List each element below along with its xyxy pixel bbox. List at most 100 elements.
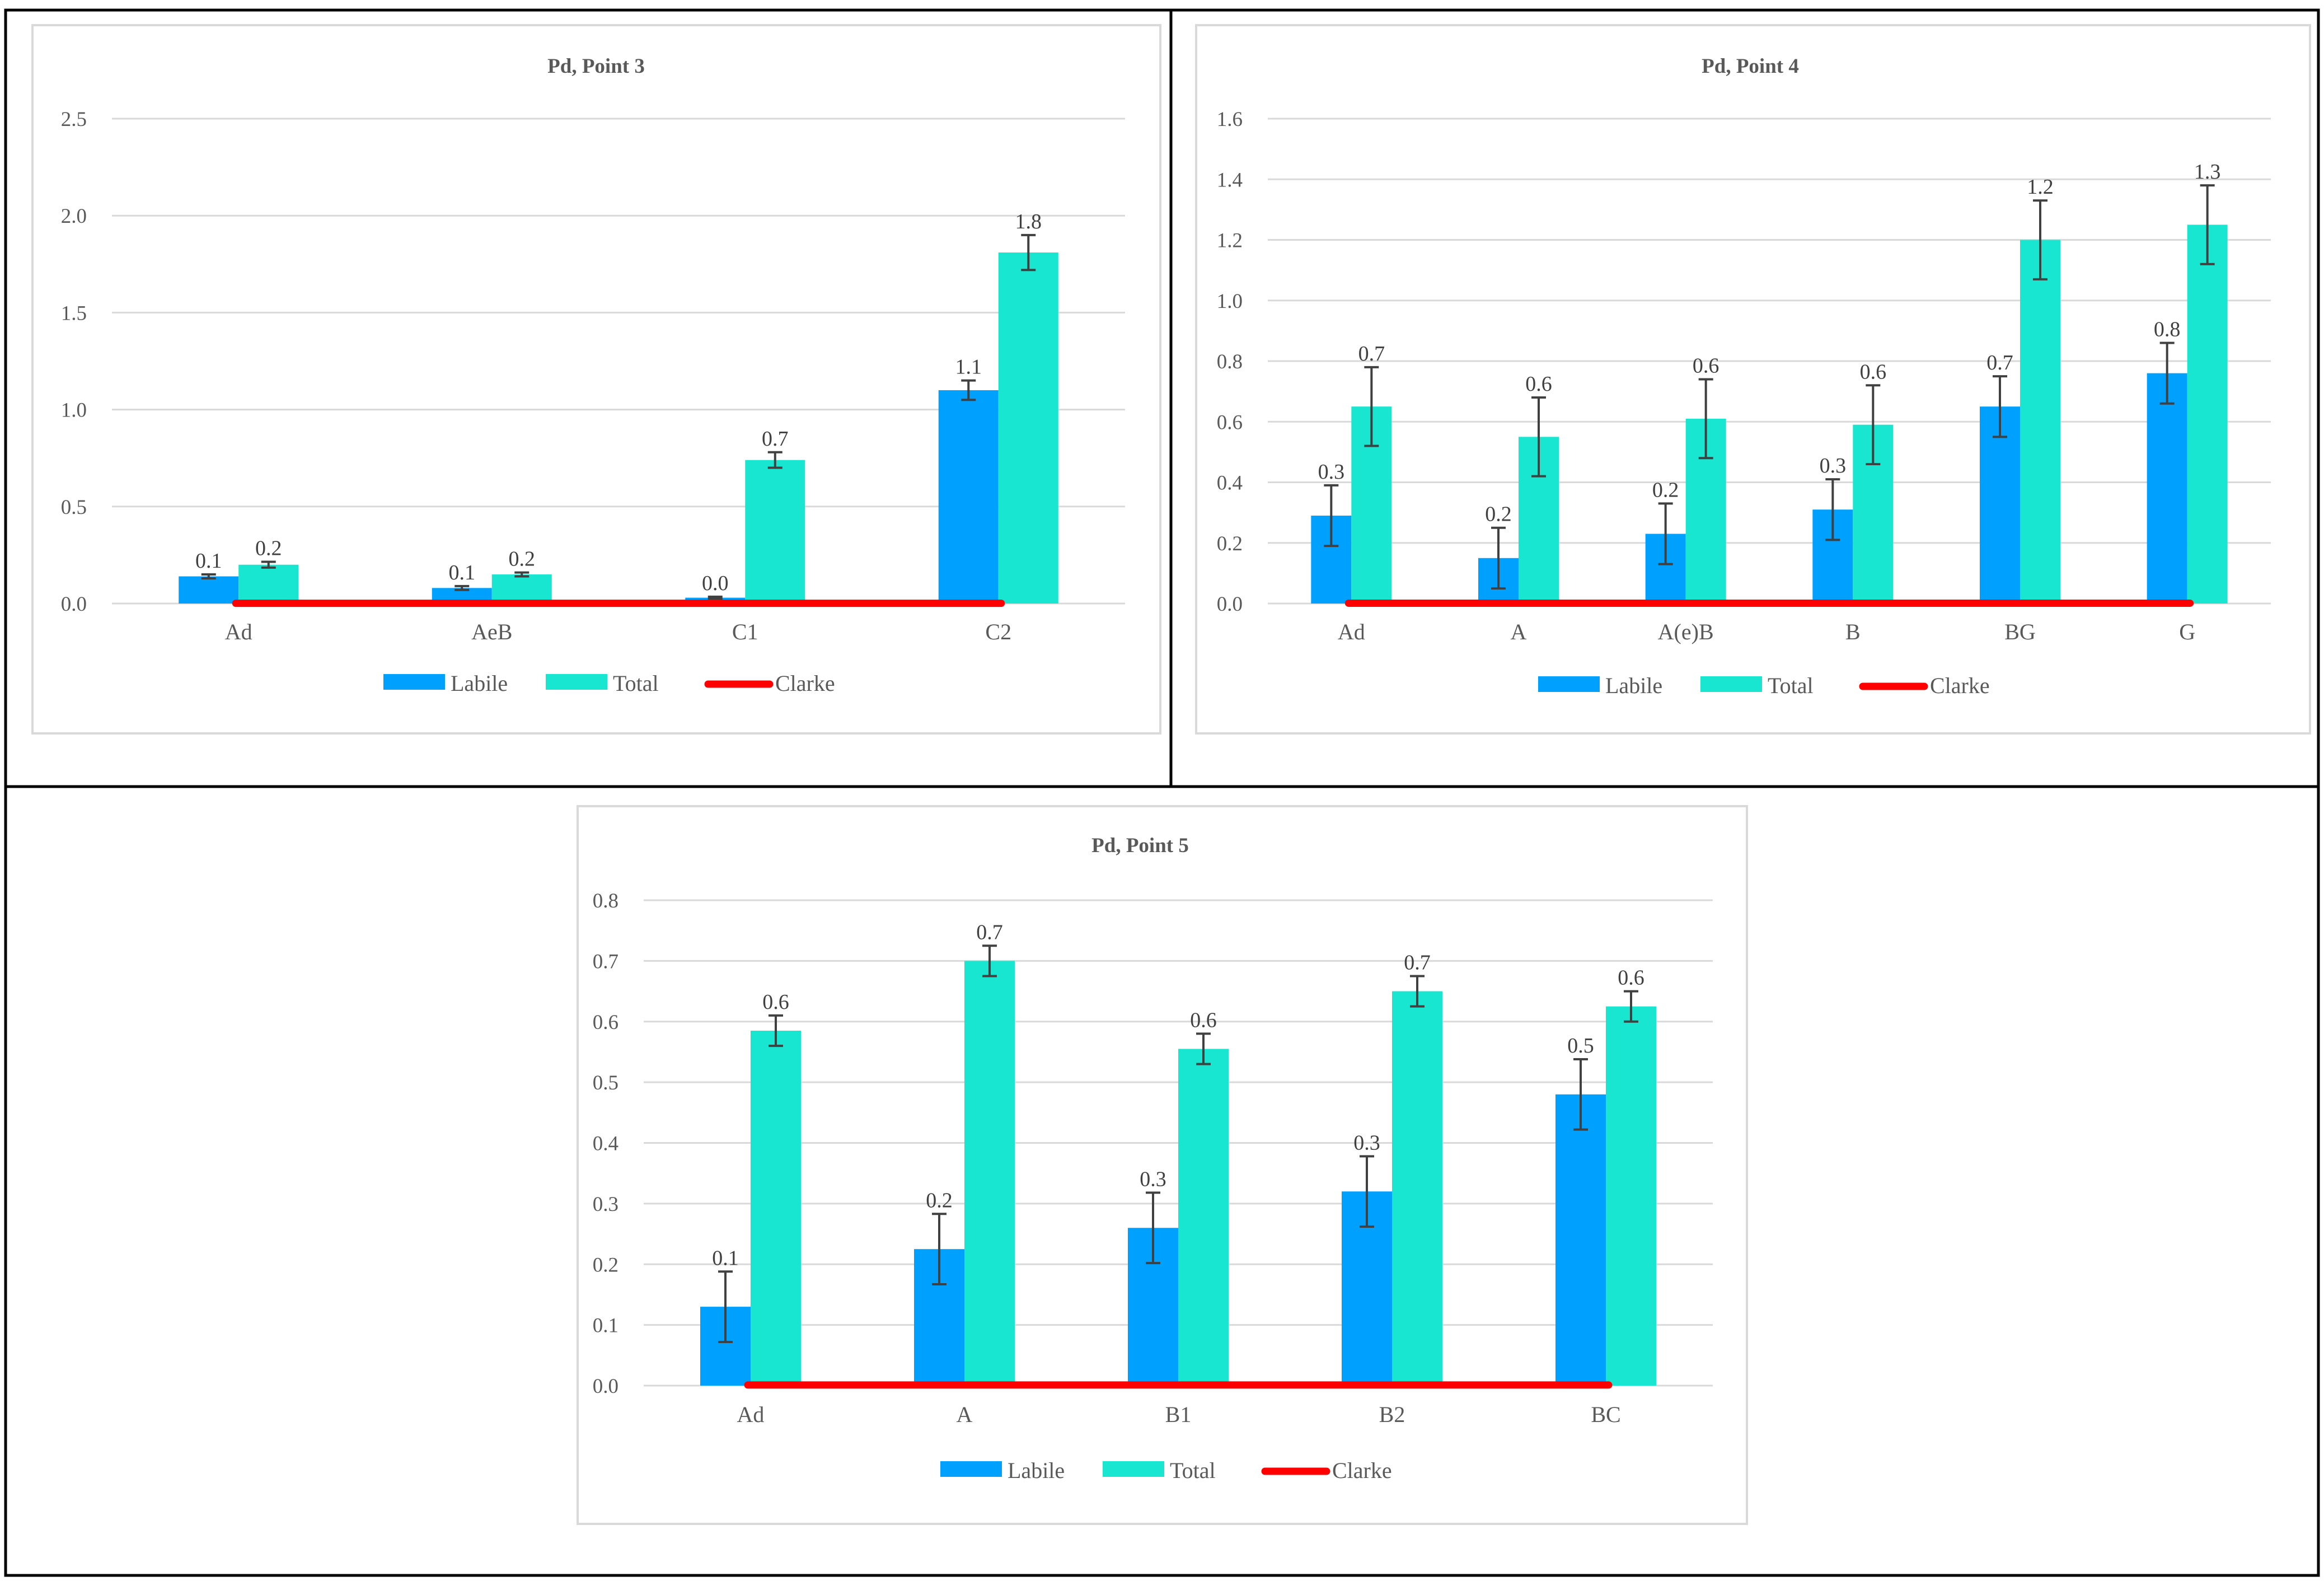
data-label: 0.6 [1860,360,1887,383]
bar-total [491,574,552,604]
y-tick-label: 0.6 [593,1011,619,1034]
x-category-label: AeB [471,619,512,644]
y-tick-label: 0.7 [593,950,619,973]
legend-label: Labile [1008,1458,1065,1483]
y-tick-label: 2.0 [61,205,87,228]
x-category-label: A [1511,619,1527,644]
y-tick-label: 0.4 [1217,472,1243,495]
y-tick-label: 1.6 [1217,108,1243,131]
bar-labile [2147,373,2187,604]
bar-labile [1555,1094,1606,1386]
legend-swatch-labile [383,674,445,690]
y-tick-label: 0.2 [1217,532,1243,555]
x-category-label: A [957,1402,973,1427]
data-label: 0.6 [1525,372,1552,396]
chart-pd-point-4: Pd, Point 4 0.0 0.2 0.4 0.6 0.8 1.0 1.2 1.4 1.6 0.… [1217,55,2271,698]
data-label: 0.3 [1820,454,1847,478]
data-label: 0.6 [762,990,789,1014]
y-tick-label: 0.6 [1217,411,1243,434]
data-label: 0.2 [1485,503,1512,526]
x-category-label: Ad [737,1402,765,1427]
data-label: 1.1 [955,356,982,379]
bar-total [1606,1006,1656,1386]
x-category-label: BC [1591,1402,1620,1427]
bar-labile [1980,406,2020,604]
data-label: 0.7 [1986,351,2013,375]
y-tick-label: 0.0 [61,593,87,616]
data-label: 1.2 [2027,175,2054,199]
data-label: 0.6 [1693,354,1719,377]
data-label: 0.2 [255,537,282,560]
bar-total [1392,991,1442,1386]
y-tick-label: 1.5 [61,302,87,325]
bar-total [2187,224,2228,604]
data-label: 0.5 [1567,1034,1594,1058]
y-tick-label: 0.4 [593,1133,619,1156]
y-tick-label: 0.2 [593,1253,619,1276]
y-tick-label: 0.5 [61,496,87,519]
bar-total [2020,240,2060,604]
y-tick-label: 0.0 [1217,593,1243,616]
x-category-label: BG [2004,619,2036,644]
figure-border [4,8,2320,1577]
y-tick-label: 2.5 [61,108,87,131]
legend-label: Clarke [775,671,835,696]
data-label: 0.3 [1318,460,1345,484]
data-label: 0.7 [1358,342,1385,366]
y-tick-label: 0.3 [593,1193,619,1216]
bar-total [238,564,299,604]
x-category-label: B1 [1165,1402,1192,1427]
bar-labile [938,390,999,604]
chart-title: Pd, Point 5 [1091,834,1189,857]
x-category-label: G [2179,619,2195,644]
data-label: 0.8 [2154,318,2181,342]
bar-total [998,252,1058,604]
chart-pd-point-5: Pd, Point 5 0.0 0.1 0.2 0.3 0.4 0.5 0.6 0.7 0.8 0.… [593,834,1713,1483]
data-label: 0.7 [976,920,1003,944]
chart-1-frame [31,24,1161,735]
data-label: 0.1 [712,1246,739,1270]
x-category-label: C2 [985,619,1011,644]
legend-label: Clarke [1332,1458,1392,1483]
legend-swatch-total [1700,676,1762,692]
y-tick-label: 1.2 [1217,230,1243,252]
bar-total [1178,1049,1229,1386]
data-label: 0.0 [702,572,729,595]
bar-total [964,961,1015,1386]
x-category-label: B2 [1379,1402,1405,1427]
bar-total [745,460,805,604]
chart-title: Pd, Point 3 [547,55,645,78]
legend-swatch-total [1103,1461,1164,1477]
y-tick-label: 0.8 [1217,350,1243,373]
x-category-label: A(e)B [1658,619,1714,644]
x-category-label: Ad [1338,619,1365,644]
x-category-label: B [1845,619,1861,644]
x-category-label: Ad [225,619,252,644]
legend-label: Total [613,671,659,696]
legend-label: Total [1768,673,1814,698]
chart-2-frame [1195,24,2311,735]
y-tick-label: 1.0 [61,399,87,422]
x-category-label: C1 [732,619,758,644]
data-label: 0.1 [195,549,222,573]
data-label: 0.7 [1404,951,1431,974]
y-tick-label: 1.0 [1217,290,1243,313]
y-tick-label: 0.5 [593,1072,619,1094]
data-label: 0.6 [1190,1008,1217,1032]
y-tick-label: 0.8 [593,890,619,913]
y-tick-label: 0.0 [593,1375,619,1398]
data-label: 0.6 [1618,966,1644,990]
data-label: 0.2 [1652,478,1679,502]
data-label: 1.3 [2194,160,2221,184]
data-label: 1.8 [1015,210,1042,233]
data-label: 0.3 [1140,1167,1166,1191]
legend-swatch-total [546,674,607,690]
data-label: 0.2 [509,548,536,571]
data-label: 0.3 [1353,1131,1380,1154]
chart-title: Pd, Point 4 [1702,55,1799,78]
data-label: 0.2 [926,1189,953,1212]
legend-label: Clarke [1930,673,1990,698]
data-label: 0.7 [762,427,789,451]
legend-label: Labile [451,671,508,696]
